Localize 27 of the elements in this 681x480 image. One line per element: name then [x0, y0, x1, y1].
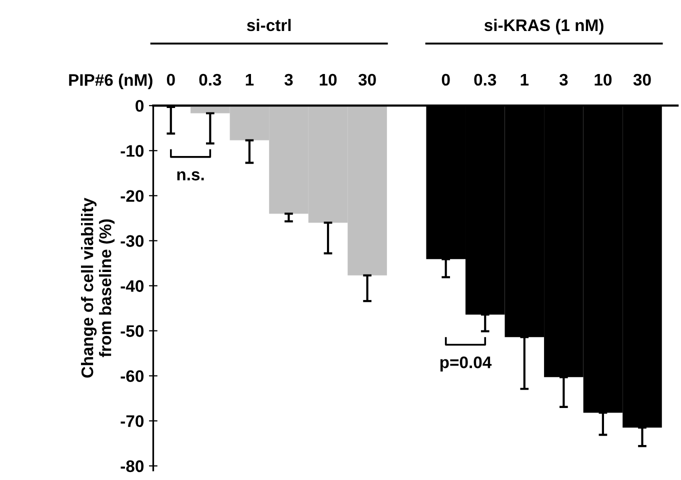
x-tick-label: 10	[594, 74, 612, 86]
y-tick-label: -20	[120, 190, 144, 202]
y-tick-label: -40	[120, 280, 144, 292]
x-tick-label: 0	[442, 74, 450, 86]
y-tick-label: -10	[120, 145, 144, 157]
x-axis-title: PIP#6 (nM)	[69, 74, 152, 90]
x-tick-label: 0	[166, 74, 175, 86]
x-tick-label: 3	[559, 74, 568, 86]
annotation: n.s.	[177, 171, 204, 180]
y-axis-title: Change of cell viability from baseline (%)	[80, 198, 115, 378]
x-tick-label: 30	[633, 74, 651, 86]
y-tick-label: -60	[120, 370, 144, 382]
annotation: p=0.04	[440, 356, 492, 372]
text: si-ctrl	[246, 18, 291, 32]
x-tick-label: 3	[284, 74, 293, 86]
text: si-KRAS (1 nM)	[484, 18, 604, 34]
x-tick-label: 0.3	[474, 74, 496, 86]
x-tick-label: 1	[246, 74, 254, 86]
y-tick-label: -50	[120, 325, 144, 337]
x-tick-label: 10	[320, 74, 337, 86]
x-tick-label: 30	[358, 74, 376, 86]
y-tick-label: -30	[120, 235, 144, 247]
y-tick-label: -80	[120, 460, 144, 472]
y-tick-label: -70	[120, 415, 144, 428]
x-tick-label: 0.3	[199, 74, 222, 86]
x-tick-label: 1	[520, 74, 529, 86]
y-tick-label: 0	[136, 100, 144, 112]
